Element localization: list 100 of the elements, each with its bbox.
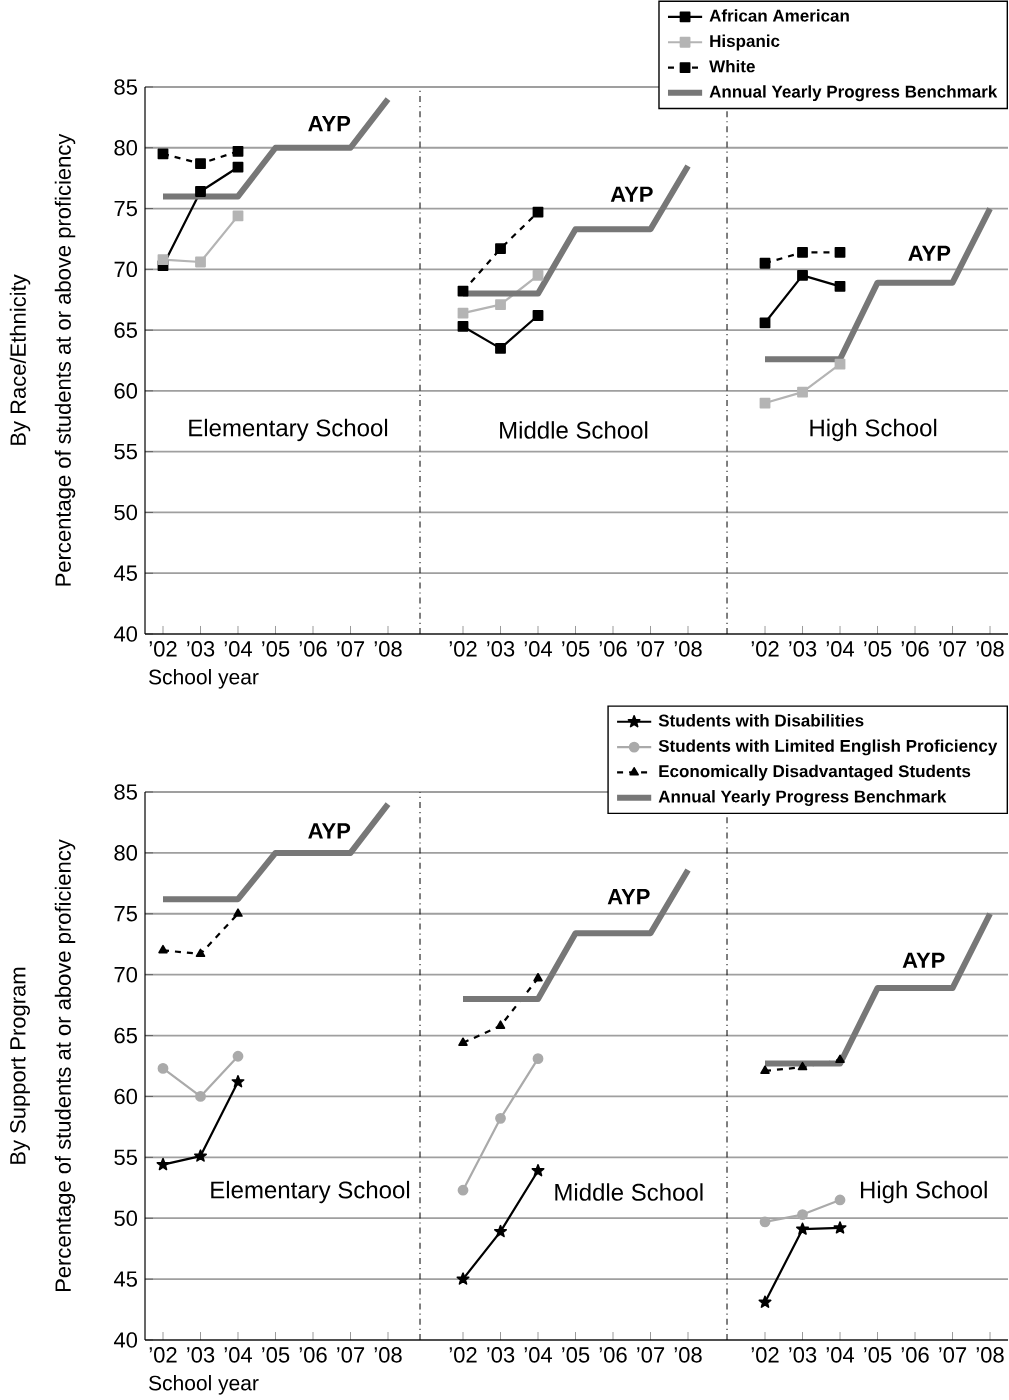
point (532, 270, 544, 281)
point (834, 358, 846, 370)
point (232, 210, 244, 222)
x-tick-label: ’08 (674, 1347, 702, 1363)
y-tick-label: 85 (114, 79, 137, 95)
y-tick-label: 65 (114, 322, 137, 338)
point (157, 254, 169, 265)
legend-label: Hispanic (710, 34, 780, 51)
text: Middle School (555, 1183, 703, 1201)
point (457, 285, 469, 297)
x-tick-label: ’06 (901, 641, 929, 657)
x-tick-label: ’07 (337, 641, 365, 657)
point (494, 1224, 507, 1238)
y-tick-label: 45 (113, 565, 137, 581)
text: Elementary School (211, 1180, 410, 1204)
y-tick-label: 75 (114, 906, 137, 922)
point (797, 386, 808, 398)
point (797, 1061, 808, 1071)
point (532, 310, 544, 321)
point (458, 1037, 468, 1046)
point (495, 243, 506, 255)
x-tick-label: ’05 (262, 641, 290, 657)
point (758, 1295, 772, 1308)
annotation: AYP (610, 186, 653, 202)
x-tick-label: ’02 (449, 1347, 477, 1363)
y-tick-label: 75 (114, 200, 137, 217)
point (759, 1216, 771, 1228)
point (495, 342, 506, 354)
point (796, 1222, 809, 1235)
point (834, 280, 846, 292)
point (195, 256, 206, 268)
y-tick-label: 45 (113, 1271, 137, 1287)
point (532, 1053, 544, 1065)
point (233, 908, 243, 917)
x-tick-label: ’03 (187, 641, 215, 657)
x-tick-label: ’05 (562, 641, 590, 657)
x-tick-label: ’03 (487, 1347, 515, 1363)
x-tick-label: ’07 (637, 1347, 665, 1363)
y-tick-label: 40 (113, 626, 138, 642)
x-tick-label: ’08 (374, 641, 402, 657)
point (457, 1184, 469, 1196)
x-tick-label: ’08 (976, 641, 1004, 657)
x-axis-title: School year (149, 669, 259, 689)
x-tick-label: ’05 (864, 1347, 892, 1363)
x-tick-label: ’03 (789, 641, 817, 657)
legend-label: Students with Disabilities (658, 714, 864, 727)
x-tick-label: ’04 (224, 641, 253, 657)
point (232, 161, 244, 173)
legend-label: Annual Yearly Progress Benchmark (709, 85, 998, 102)
y-tick-label: 70 (114, 966, 138, 983)
point (495, 299, 506, 310)
point (158, 944, 168, 954)
point (195, 158, 206, 169)
x-tick-label: ’02 (751, 641, 779, 657)
y-tick-label: 50 (114, 1210, 138, 1227)
x-tick-label: ’04 (826, 641, 855, 657)
point (194, 1149, 207, 1162)
point (195, 186, 206, 197)
x-tick-label: ’07 (939, 1347, 967, 1363)
x-tick-label: ’03 (187, 1347, 215, 1363)
x-tick-label: ’05 (262, 1347, 290, 1363)
x-tick-label: ’05 (864, 641, 892, 657)
text: High School (810, 418, 937, 442)
point (232, 1050, 244, 1062)
legend-label: Students with Limited English Proficiency (658, 739, 998, 756)
y-tick-label: 40 (113, 1332, 138, 1348)
point (533, 972, 543, 982)
y-tick-label: 50 (114, 504, 138, 521)
point (759, 257, 771, 269)
x-tick-label: ’06 (599, 641, 627, 657)
point (157, 1063, 169, 1074)
x-tick-label: ’02 (751, 1347, 779, 1363)
x-axis-title: School year (149, 1375, 259, 1395)
y-axis-title: Percentage of students at or above proficiency (54, 839, 76, 1292)
x-tick-label: ’04 (524, 641, 553, 657)
legend-label: White (709, 59, 755, 73)
x-tick-label: ’02 (149, 641, 177, 657)
text: High School (860, 1180, 987, 1204)
point (759, 317, 771, 329)
x-tick-label: ’05 (562, 1347, 590, 1363)
x-tick-label: ’03 (487, 641, 515, 657)
point (232, 146, 244, 157)
x-tick-label: ’06 (901, 1347, 929, 1363)
y-tick-label: 80 (114, 845, 138, 861)
point (797, 246, 808, 258)
y-tick-label: 60 (114, 1088, 138, 1105)
text: By Support Program (10, 967, 30, 1164)
legend-label: Annual Yearly Progress Benchmark (658, 790, 947, 806)
annotation: AYP (308, 116, 351, 132)
y-tick-label: 55 (114, 443, 137, 460)
x-tick-label: ’08 (374, 1347, 402, 1363)
point (156, 1157, 170, 1171)
x-tick-label: ’02 (149, 1347, 177, 1363)
x-tick-label: ’04 (826, 1347, 855, 1363)
point (835, 1054, 845, 1063)
y-tick-label: 60 (114, 383, 138, 399)
point (495, 1020, 506, 1029)
point (457, 321, 469, 332)
point (834, 246, 846, 258)
x-tick-label: ’07 (939, 641, 967, 657)
